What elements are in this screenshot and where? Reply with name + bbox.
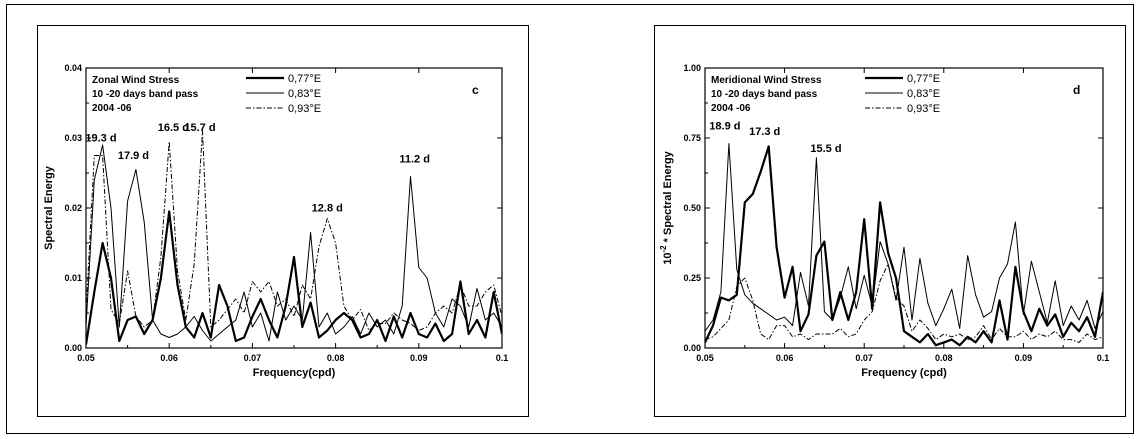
chart-c-series-2-line bbox=[86, 144, 502, 342]
chart-c-peak-annotation: 19.3 d bbox=[85, 133, 116, 145]
chart-c-y-tick-label: 0.04 bbox=[64, 63, 82, 73]
chart-d-x-tick-label: 0.1 bbox=[1097, 353, 1110, 363]
chart-c-x-tick-label: 0.1 bbox=[496, 353, 509, 363]
chart-c-y-tick-label: 0.02 bbox=[64, 203, 82, 213]
chart-c-x-tick-label: 0.07 bbox=[244, 353, 262, 363]
chart-d: 0.05 0.06 0.07 0.08 0.09 0.1 0.00 0.25 0.50 0.75 1… bbox=[659, 63, 1110, 379]
chart-c-panel-letter: c bbox=[472, 83, 479, 97]
chart-d-legend-label-3: 0,93°E bbox=[907, 103, 940, 115]
chart-c-peak-annotation: 12.8 d bbox=[312, 203, 343, 215]
chart-c-x-tick-label: 0.06 bbox=[160, 353, 178, 363]
chart-c-peak-annotation: 15.7 d bbox=[184, 122, 215, 134]
chart-c-legend-label-2: 0,83°E bbox=[288, 88, 321, 100]
figure-frame: 0.05 0.06 0.07 0.08 0.09 0.1 0.00 0.01 0.02 0.03 0… bbox=[6, 4, 1134, 434]
chart-c: 0.05 0.06 0.07 0.08 0.09 0.1 0.00 0.01 0.02 0.03 0… bbox=[43, 63, 509, 379]
chart-d-legend-label-1: 0,77°E bbox=[907, 73, 940, 85]
chart-d-title-line: 10 -20 days band pass bbox=[711, 89, 818, 100]
chart-c-x-tick-label: 0.09 bbox=[410, 353, 428, 363]
chart-d-legend-label-2: 0,83°E bbox=[907, 88, 940, 100]
panel-c: 0.05 0.06 0.07 0.08 0.09 0.1 0.00 0.01 0.02 0.03 0… bbox=[37, 25, 529, 417]
chart-c-title-line: 10 -20 days band pass bbox=[92, 89, 199, 100]
chart-d-peak-annotation: 17.3 d bbox=[749, 126, 780, 138]
chart-d-y-axis-label: 10-2 * Spectral Energy bbox=[659, 150, 674, 264]
chart-c-y-axis-label: Spectral Energy bbox=[43, 165, 55, 250]
chart-c-x-tick-label: 0.08 bbox=[327, 353, 345, 363]
chart-d-title-line: 2004 -06 bbox=[711, 103, 751, 114]
chart-c-series-1-line bbox=[86, 210, 502, 345]
panel-d: 0.05 0.06 0.07 0.08 0.09 0.1 0.00 0.25 0.50 0.75 1… bbox=[654, 25, 1126, 417]
chart-c-y-tick-label: 0.00 bbox=[64, 343, 82, 353]
chart-d-y-tick-label: 0.25 bbox=[683, 273, 701, 283]
chart-c-y-tick-label: 0.01 bbox=[64, 273, 82, 283]
chart-d-x-tick-label: 0.09 bbox=[1015, 353, 1033, 363]
chart-d-y-tick-label: 0.00 bbox=[683, 343, 701, 353]
chart-d-x-tick-label: 0.08 bbox=[935, 353, 953, 363]
chart-d-peak-annotation: 18.9 d bbox=[709, 121, 740, 133]
chart-c-legend-label-3: 0,93°E bbox=[288, 103, 321, 115]
chart-d-y-tick-label: 1.00 bbox=[683, 63, 701, 73]
chart-c-x-axis-label: Frequency(cpd) bbox=[253, 367, 336, 379]
chart-d-peak-annotation: 15.5 d bbox=[810, 143, 841, 155]
chart-d-x-tick-label: 0.06 bbox=[776, 353, 794, 363]
chart-d-y-tick-label: 0.50 bbox=[683, 203, 701, 213]
chart-c-y-tick-label: 0.03 bbox=[64, 133, 82, 143]
chart-c-peak-annotation: 11.2 d bbox=[399, 154, 430, 166]
chart-c-peak-annotation: 17.9 d bbox=[118, 150, 149, 162]
chart-c-peak-annotation: 16.5 d bbox=[158, 122, 189, 134]
chart-c-title-line: Zonal Wind Stress bbox=[92, 75, 180, 86]
chart-d-series-3-line bbox=[705, 263, 1103, 343]
chart-d-series-2-line bbox=[705, 143, 1103, 332]
chart-c-legend-label-1: 0,77°E bbox=[288, 73, 321, 85]
chart-d-y-tick-label: 0.75 bbox=[683, 133, 701, 143]
chart-d-panel-letter: d bbox=[1073, 83, 1080, 97]
chart-c-x-tick-label: 0.05 bbox=[77, 353, 95, 363]
chart-c-title-line: 2004 -06 bbox=[92, 103, 132, 114]
chart-d-title-line: Meridional Wind Stress bbox=[711, 75, 822, 86]
chart-d-series-1-line bbox=[705, 145, 1103, 347]
chart-d-x-tick-label: 0.07 bbox=[855, 353, 873, 363]
chart-d-x-axis-label: Frequency (cpd) bbox=[861, 367, 947, 379]
chart-d-x-tick-label: 0.05 bbox=[696, 353, 714, 363]
